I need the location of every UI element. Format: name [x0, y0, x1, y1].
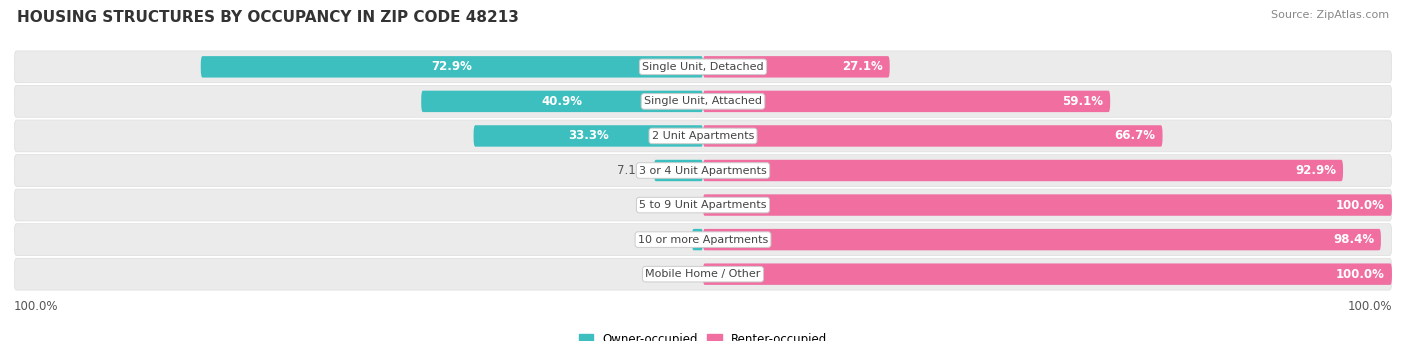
- FancyBboxPatch shape: [14, 120, 1392, 152]
- FancyBboxPatch shape: [703, 56, 890, 77]
- FancyBboxPatch shape: [14, 189, 1392, 221]
- FancyBboxPatch shape: [201, 56, 703, 77]
- FancyBboxPatch shape: [474, 125, 703, 147]
- Text: HOUSING STRUCTURES BY OCCUPANCY IN ZIP CODE 48213: HOUSING STRUCTURES BY OCCUPANCY IN ZIP C…: [17, 10, 519, 25]
- FancyBboxPatch shape: [703, 229, 1381, 250]
- Text: Single Unit, Attached: Single Unit, Attached: [644, 97, 762, 106]
- Text: 100.0%: 100.0%: [1347, 300, 1392, 313]
- FancyBboxPatch shape: [422, 91, 703, 112]
- Text: Single Unit, Detached: Single Unit, Detached: [643, 62, 763, 72]
- Text: 100.0%: 100.0%: [14, 300, 59, 313]
- Text: Mobile Home / Other: Mobile Home / Other: [645, 269, 761, 279]
- Text: 92.9%: 92.9%: [1295, 164, 1336, 177]
- Text: 100.0%: 100.0%: [1336, 198, 1385, 211]
- Text: 40.9%: 40.9%: [541, 95, 582, 108]
- Text: 7.1%: 7.1%: [617, 164, 647, 177]
- FancyBboxPatch shape: [692, 229, 703, 250]
- Text: 10 or more Apartments: 10 or more Apartments: [638, 235, 768, 244]
- Text: 27.1%: 27.1%: [842, 60, 883, 73]
- Text: 3 or 4 Unit Apartments: 3 or 4 Unit Apartments: [640, 165, 766, 176]
- Text: 59.1%: 59.1%: [1063, 95, 1104, 108]
- FancyBboxPatch shape: [14, 86, 1392, 117]
- Text: 0.0%: 0.0%: [666, 268, 696, 281]
- FancyBboxPatch shape: [703, 91, 1111, 112]
- Text: 0.0%: 0.0%: [666, 198, 696, 211]
- Text: Source: ZipAtlas.com: Source: ZipAtlas.com: [1271, 10, 1389, 20]
- Legend: Owner-occupied, Renter-occupied: Owner-occupied, Renter-occupied: [574, 329, 832, 341]
- FancyBboxPatch shape: [703, 160, 1343, 181]
- Text: 1.6%: 1.6%: [655, 233, 685, 246]
- Text: 98.4%: 98.4%: [1333, 233, 1374, 246]
- Text: 100.0%: 100.0%: [1336, 268, 1385, 281]
- Text: 72.9%: 72.9%: [432, 60, 472, 73]
- Text: 5 to 9 Unit Apartments: 5 to 9 Unit Apartments: [640, 200, 766, 210]
- FancyBboxPatch shape: [703, 264, 1392, 285]
- FancyBboxPatch shape: [14, 154, 1392, 187]
- Text: 66.7%: 66.7%: [1115, 130, 1156, 143]
- Text: 33.3%: 33.3%: [568, 130, 609, 143]
- FancyBboxPatch shape: [14, 51, 1392, 83]
- FancyBboxPatch shape: [14, 258, 1392, 290]
- FancyBboxPatch shape: [14, 224, 1392, 255]
- FancyBboxPatch shape: [703, 194, 1392, 216]
- FancyBboxPatch shape: [703, 125, 1163, 147]
- Text: 2 Unit Apartments: 2 Unit Apartments: [652, 131, 754, 141]
- FancyBboxPatch shape: [654, 160, 703, 181]
